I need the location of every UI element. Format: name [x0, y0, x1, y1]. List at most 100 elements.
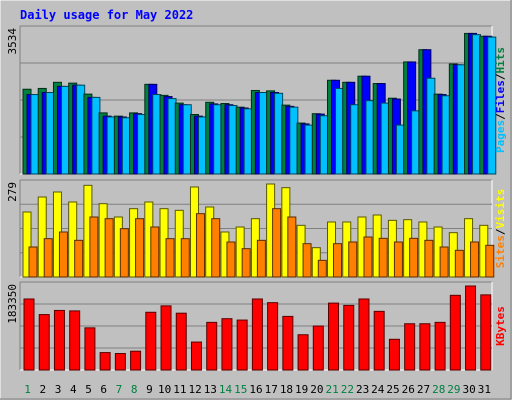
bar-sites-day-4	[74, 239, 84, 278]
bar-visits-day-2	[37, 196, 47, 278]
bar-kbytes-day-13	[206, 321, 218, 371]
bar-sites-day-25	[393, 241, 403, 278]
x-tick-label-day-6: 6	[100, 383, 107, 396]
bar-kbytes-day-29	[449, 294, 461, 371]
x-tick-label-day-26: 26	[402, 383, 415, 396]
x-tick-label-day-17: 17	[265, 383, 278, 396]
bar-sites-day-13	[211, 218, 221, 278]
bar-kbytes-day-22	[343, 304, 355, 371]
bar-kbytes-day-1	[23, 298, 35, 371]
bar-kbytes-day-8	[130, 350, 142, 371]
bar-sites-day-9	[150, 226, 160, 278]
axis-max-label: 279	[6, 182, 19, 202]
panel-kbytes: 183350 KBytes	[6, 281, 507, 371]
bar-kbytes-day-26	[404, 323, 416, 371]
bar-sites-day-29	[454, 249, 464, 278]
bar-sites-day-19	[302, 243, 312, 278]
x-axis-labels: 1 2 3 4 5 6 7 8 9 10 11 12 13 14 15 16 17 18 19 20 21 22 23 24 2…	[24, 383, 491, 396]
legend-separator: /	[494, 73, 507, 80]
x-tick-label-day-7: 7	[116, 383, 123, 396]
bar-sites-day-17	[272, 208, 282, 278]
bar-kbytes-day-21	[328, 302, 340, 371]
x-tick-label-day-8: 8	[131, 383, 138, 396]
chart-title: Daily usage for May 2022	[20, 8, 193, 22]
x-tick-label-day-22: 22	[341, 383, 354, 396]
x-tick-label-day-19: 19	[295, 383, 308, 396]
bar-sites-day-27	[424, 239, 434, 278]
bar-sites-day-7	[119, 228, 129, 278]
x-tick-label-day-15: 15	[234, 383, 247, 396]
x-tick-label-day-13: 13	[204, 383, 217, 396]
legend-kbytes: KBytes	[494, 306, 507, 346]
x-tick-label-day-27: 27	[417, 383, 430, 396]
legend-visits: Visits	[494, 189, 507, 229]
bar-kbytes-day-23	[358, 298, 370, 371]
bar-sites-day-22	[348, 241, 358, 278]
bar-kbytes-day-30	[465, 285, 477, 371]
x-tick-label-day-14: 14	[219, 383, 233, 396]
x-tick-label-day-1: 1	[24, 383, 31, 396]
bar-kbytes-day-28	[434, 321, 446, 371]
bar-pages-day-31	[487, 36, 497, 175]
x-tick-label-day-20: 20	[310, 383, 323, 396]
x-tick-label-day-31: 31	[478, 383, 491, 396]
axis-max-label: 3534	[6, 28, 19, 55]
x-tick-label-day-16: 16	[249, 383, 262, 396]
bar-sites-day-18	[287, 216, 297, 278]
bar-sites-day-15	[241, 248, 251, 278]
legend-kbytes: KBytes	[494, 306, 507, 346]
bar-sites-day-16	[256, 239, 266, 278]
x-tick-label-day-5: 5	[85, 383, 92, 396]
bar-sites-day-21	[333, 243, 343, 278]
bar-kbytes-day-9	[145, 311, 157, 371]
bar-kbytes-day-31	[480, 294, 492, 371]
x-tick-label-day-28: 28	[432, 383, 445, 396]
bar-visits-day-4	[68, 201, 78, 278]
bar-sites-day-26	[409, 237, 419, 278]
x-tick-label-day-18: 18	[280, 383, 293, 396]
bar-kbytes-day-15	[236, 319, 248, 371]
axis-max-label: 183350	[6, 284, 19, 324]
bar-kbytes-day-2	[38, 314, 50, 371]
bar-kbytes-day-7	[114, 353, 126, 371]
x-tick-label-day-4: 4	[70, 383, 77, 396]
bar-sites-day-12	[195, 213, 205, 278]
bar-kbytes-day-4	[69, 310, 81, 371]
bar-kbytes-day-27	[419, 323, 431, 371]
x-tick-label-day-23: 23	[356, 383, 369, 396]
legend-separator: /	[494, 113, 507, 120]
bar-kbytes-day-6	[99, 352, 111, 371]
bar-sites-day-30	[470, 241, 480, 278]
bar-sites-day-6	[104, 218, 114, 278]
legend-hits: Hits	[494, 47, 507, 74]
bar-kbytes-day-19	[297, 334, 309, 371]
x-tick-label-day-3: 3	[55, 383, 62, 396]
bar-sites-day-3	[58, 231, 68, 278]
bar-kbytes-day-20	[312, 325, 324, 371]
x-tick-label-day-29: 29	[447, 383, 460, 396]
legend-files: Files	[494, 80, 507, 113]
x-tick-label-day-10: 10	[158, 383, 171, 396]
legend-pages: Pages	[494, 120, 507, 153]
bar-sites-day-11	[180, 238, 190, 278]
x-tick-label-day-9: 9	[146, 383, 153, 396]
bar-sites-day-23	[363, 236, 373, 278]
x-tick-label-day-24: 24	[371, 383, 385, 396]
bar-kbytes-day-16	[251, 298, 263, 371]
x-tick-label-day-21: 21	[326, 383, 339, 396]
bar-sites-day-14	[226, 241, 236, 278]
x-tick-label-day-11: 11	[173, 383, 186, 396]
bar-kbytes-day-12	[190, 341, 202, 371]
panel-visits-sites: 279 Sites/Visits	[6, 179, 507, 278]
bar-kbytes-day-10	[160, 305, 172, 371]
bar-kbytes-day-14	[221, 318, 233, 371]
bar-sites-day-10	[165, 238, 175, 278]
bar-kbytes-day-11	[175, 312, 187, 371]
legend-sites: Sites	[494, 235, 507, 268]
bar-sites-day-8	[135, 218, 145, 278]
bar-kbytes-day-24	[373, 310, 385, 371]
bar-kbytes-day-3	[53, 309, 65, 371]
bar-kbytes-day-5	[84, 327, 96, 371]
legend-visits-sites: Sites/Visits	[494, 189, 507, 269]
